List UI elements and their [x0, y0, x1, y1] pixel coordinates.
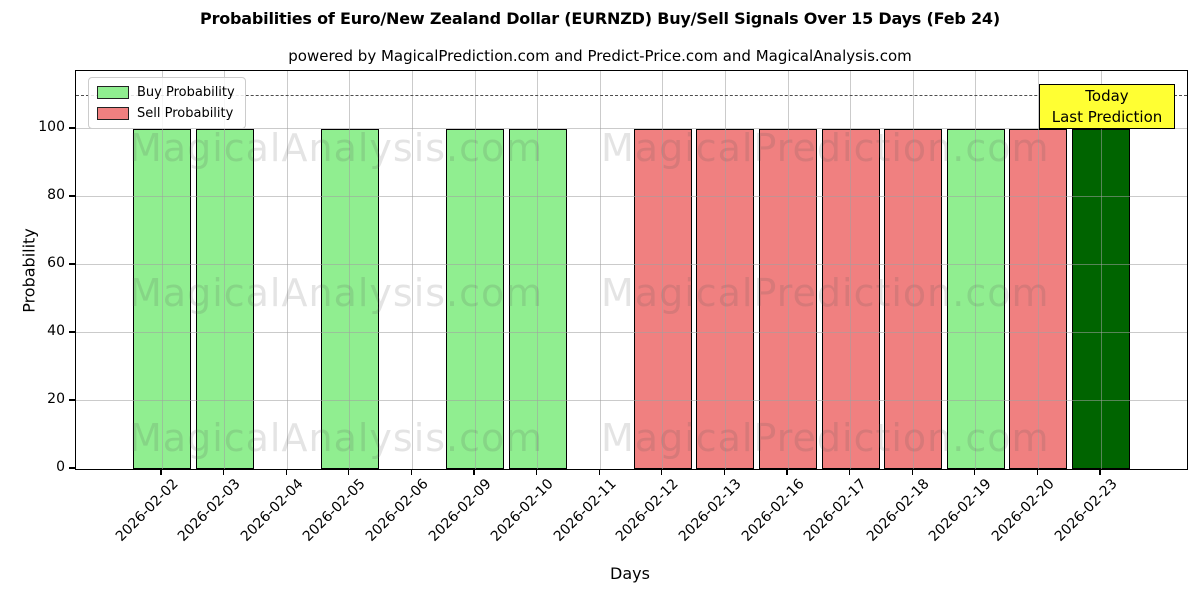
- y-tick: [69, 195, 75, 197]
- legend-label-buy: Buy Probability: [137, 85, 235, 100]
- x-tick: [160, 469, 162, 475]
- legend-item-buy: Buy Probability: [97, 85, 235, 100]
- gridline-x: [1100, 71, 1102, 469]
- x-tick-label: 2026-02-17: [801, 476, 870, 545]
- chart-subtitle: powered by MagicalPrediction.com and Pre…: [288, 47, 912, 65]
- watermark-text: MagicalPrediction.com: [601, 271, 1050, 315]
- gridline-y: [76, 196, 1187, 198]
- x-tick-label: 2026-02-06: [362, 476, 432, 545]
- watermark-text: MagicalAnalysis.com: [129, 126, 544, 170]
- x-tick-label: 2026-02-02: [112, 476, 182, 545]
- gridline-x: [474, 71, 476, 469]
- x-tick: [285, 469, 287, 475]
- gridline-x: [224, 71, 226, 469]
- x-tick: [222, 469, 225, 475]
- chart-layers: MagicalAnalysis.com MagicalPrediction.com…: [76, 71, 1187, 469]
- x-tick: [473, 469, 475, 475]
- gridline-x: [662, 71, 664, 469]
- x-tick: [661, 469, 663, 475]
- x-tick-label: 2026-02-12: [613, 476, 683, 545]
- x-tick: [1099, 469, 1101, 475]
- gridline-y: [76, 128, 1187, 130]
- x-tick: [598, 469, 600, 475]
- x-tick-label: 2026-02-23: [1051, 476, 1121, 545]
- x-tick: [348, 469, 350, 475]
- gridline-x: [975, 71, 977, 469]
- gridline-y: [76, 264, 1187, 266]
- x-tick-label: 2026-02-04: [237, 476, 307, 545]
- x-tick: [535, 469, 538, 475]
- x-tick-label: 2026-02-13: [675, 476, 745, 545]
- x-tick: [974, 469, 976, 475]
- gridline-x: [537, 71, 539, 469]
- y-tick-label: 60: [47, 254, 65, 271]
- x-tick-label: 2026-02-09: [425, 476, 495, 545]
- x-tick: [1036, 469, 1039, 475]
- watermark-text: MagicalAnalysis.com: [129, 271, 544, 315]
- y-tick: [69, 467, 75, 469]
- x-tick-label: 2026-02-05: [300, 476, 370, 545]
- threshold-line: [76, 94, 1187, 96]
- annotation-line-2: Last Prediction: [1051, 107, 1163, 126]
- y-tick: [69, 263, 75, 265]
- gridline-x: [411, 71, 413, 469]
- x-tick-label: 2026-02-19: [926, 476, 996, 545]
- annotation-line-1: Today: [1085, 86, 1129, 105]
- y-tick-label: 100: [38, 118, 65, 135]
- x-tick: [410, 469, 413, 475]
- x-axis-title: Days: [610, 564, 650, 583]
- y-tick-label: 80: [47, 186, 65, 203]
- y-tick: [69, 331, 75, 333]
- x-tick: [848, 469, 851, 475]
- sell-color-swatch: [97, 107, 129, 120]
- chart-title: Probabilities of Euro/New Zealand Dollar…: [200, 9, 1000, 28]
- x-tick-label: 2026-02-16: [738, 476, 808, 545]
- x-tick-label: 2026-02-18: [863, 476, 933, 545]
- gridline-x: [724, 71, 726, 469]
- gridline-x: [1037, 71, 1039, 469]
- y-tick-label: 40: [47, 322, 65, 339]
- legend: Buy Probability Sell Probability: [88, 77, 246, 129]
- gridline-x: [599, 71, 601, 469]
- legend-item-sell: Sell Probability: [97, 106, 235, 121]
- gridline-x: [850, 71, 852, 469]
- x-tick-label: 2026-02-20: [988, 476, 1058, 545]
- x-tick: [723, 469, 726, 475]
- gridline-y: [76, 400, 1187, 402]
- gridline-x: [912, 71, 914, 469]
- y-tick-label: 0: [56, 459, 65, 475]
- y-tick-label: 20: [47, 390, 65, 407]
- gridline-x: [286, 71, 288, 469]
- buy-color-swatch: [97, 86, 129, 99]
- gridline-y: [76, 332, 1187, 334]
- gridline-x: [349, 71, 351, 469]
- legend-label-sell: Sell Probability: [137, 106, 234, 121]
- gridline-x: [787, 71, 789, 469]
- watermark-text: MagicalAnalysis.com: [129, 416, 544, 460]
- watermark-text: MagicalPrediction.com: [601, 416, 1050, 460]
- x-tick-label: 2026-02-11: [550, 476, 620, 545]
- x-tick: [786, 469, 788, 475]
- today-annotation: Today Last Prediction: [1039, 84, 1175, 129]
- x-tick-label: 2026-02-10: [488, 476, 557, 545]
- x-tick: [911, 469, 913, 475]
- y-tick: [69, 127, 75, 129]
- plot-area: MagicalAnalysis.com MagicalPrediction.com…: [75, 70, 1188, 470]
- x-tick-label: 2026-02-03: [175, 476, 244, 545]
- y-tick: [69, 399, 75, 401]
- watermark-text: MagicalPrediction.com: [601, 126, 1050, 170]
- gridline-x: [161, 71, 163, 469]
